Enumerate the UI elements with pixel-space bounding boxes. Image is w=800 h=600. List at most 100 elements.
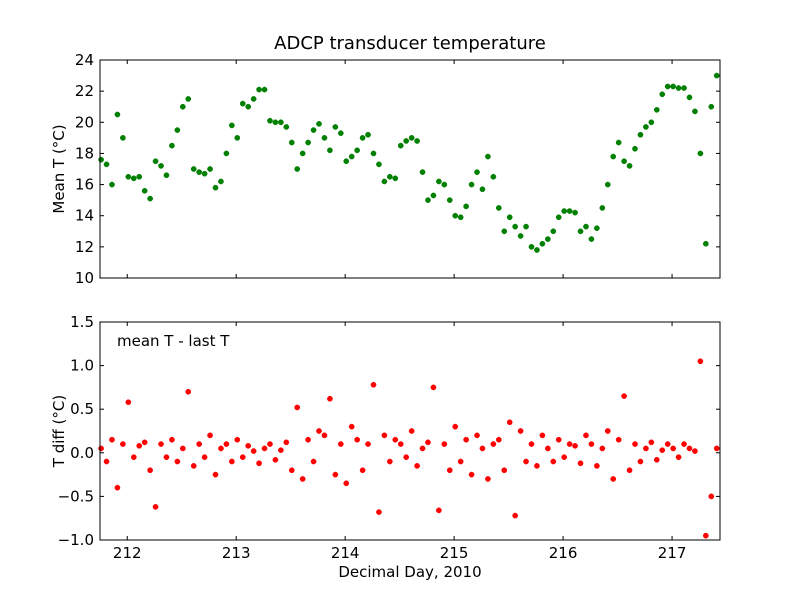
y-tick-label: 10 [75,269,94,287]
x-tick-label: 213 [222,544,251,562]
data-point [381,178,388,185]
data-point [615,139,622,146]
data-point [201,170,208,177]
data-point [664,83,671,90]
data-point [621,393,627,399]
data-point [414,463,420,469]
data-point [659,91,666,98]
data-point [452,423,459,430]
data-point [436,507,442,514]
data-point [332,471,339,478]
data-point [457,458,464,465]
data-point [98,156,104,163]
data-point [250,448,257,454]
data-point [321,432,328,439]
chart-title: ADCP transducer temperature [274,33,546,54]
data-point [141,439,148,446]
data-point [185,388,192,395]
data-point [506,214,513,221]
data-point [288,467,295,474]
data-point [610,476,617,482]
data-point [152,158,159,165]
data-point [692,108,698,115]
data-point [223,441,230,447]
data-point [365,131,371,138]
y-tick-label: 20 [75,113,94,131]
data-point [441,441,448,447]
x-tick-label: 216 [549,544,578,562]
data-point [485,153,491,160]
data-point [152,504,159,510]
data-point [643,445,649,452]
data-point [239,100,246,107]
y-tick-label: −1.0 [58,531,94,549]
data-point [310,458,317,465]
data-point [517,428,524,434]
axes-frame [99,59,721,279]
data-point [539,240,546,247]
data-point [196,441,203,447]
data-point [653,106,660,113]
data-point [539,432,546,439]
data-point [566,441,573,447]
data-point [196,169,203,175]
data-point [190,166,197,172]
data-point [702,532,709,539]
data-point [692,448,698,454]
data-point [512,223,518,230]
data-point [381,432,388,439]
data-point [436,178,442,185]
data-point [463,436,469,443]
data-point [577,460,584,467]
data-point [256,86,262,93]
data-point [103,161,110,168]
data-point [670,445,676,452]
data-point [103,458,110,465]
data-point [278,447,284,454]
data-point [147,467,153,474]
data-point [327,147,333,154]
data-point [332,124,339,130]
data-point [283,124,290,130]
data-point [158,163,164,169]
data-point [370,150,377,157]
data-point [207,166,213,172]
data-point [675,454,682,461]
data-point [272,119,279,126]
data-point [534,463,540,469]
y-axis-label: T diff (°C) [50,395,68,468]
data-point [702,240,709,247]
y-tick-label: 12 [75,238,94,256]
data-point [109,181,115,188]
data-point [713,445,720,452]
data-point [234,436,241,443]
data-point [316,428,322,434]
data-point [457,214,464,221]
data-point [218,178,224,185]
data-point [354,436,361,443]
data-point [174,127,181,133]
data-point [365,441,371,447]
data-point [653,456,660,463]
data-point [566,208,573,214]
data-point [228,122,235,129]
data-point [261,86,268,93]
data-point [555,214,562,221]
data-point [430,192,437,199]
y-tick-label: −0.5 [58,487,94,505]
data-point [207,432,213,439]
data-point [681,85,687,91]
data-point [686,445,693,452]
x-axis-label: Decimal Day, 2010 [338,563,481,581]
data-point [561,454,568,461]
x-tick-label: 215 [440,544,469,562]
data-point [419,445,426,452]
annotation: mean T - last T [117,332,230,350]
data-point [234,135,241,141]
data-point [386,458,393,465]
data-point [174,458,181,465]
data-point [632,441,638,447]
axes-frame [99,321,721,541]
